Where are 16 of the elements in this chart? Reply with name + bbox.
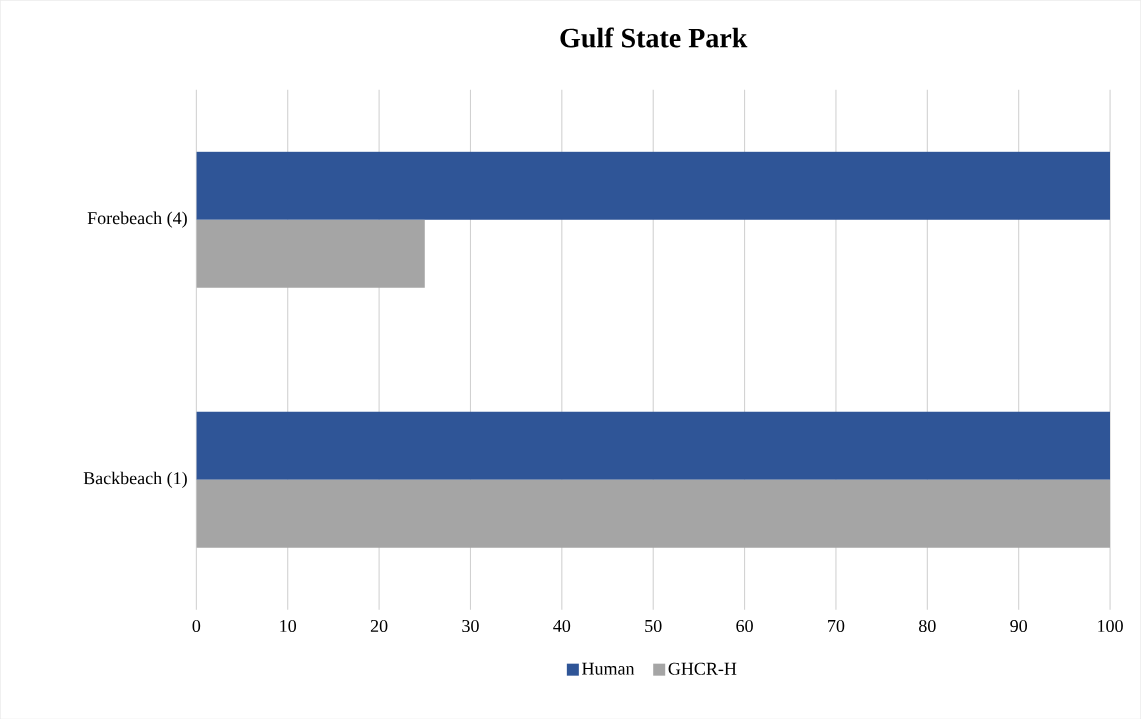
chart-title: Gulf State Park xyxy=(560,27,748,48)
x-tick-label: 100 xyxy=(1098,619,1123,632)
x-tick-label: 90 xyxy=(1010,619,1028,632)
x-tick-label: 50 xyxy=(645,619,662,632)
x-tick-label: 30 xyxy=(462,619,479,632)
legend-label: Human xyxy=(582,662,635,675)
x-tick-label: 10 xyxy=(280,619,297,632)
y-tick-label: Forebeach (4) xyxy=(87,211,187,228)
x-tick-label: 40 xyxy=(553,619,571,632)
legend-label: GHCR-H xyxy=(668,662,737,675)
x-tick-label: 20 xyxy=(370,619,388,632)
x-tick-label: 70 xyxy=(828,619,845,632)
x-tick-label: 80 xyxy=(919,619,936,632)
x-tick-label: 0 xyxy=(192,619,201,632)
x-tick-label: 60 xyxy=(736,619,753,632)
y-tick-label: Backbeach (1) xyxy=(83,471,187,488)
